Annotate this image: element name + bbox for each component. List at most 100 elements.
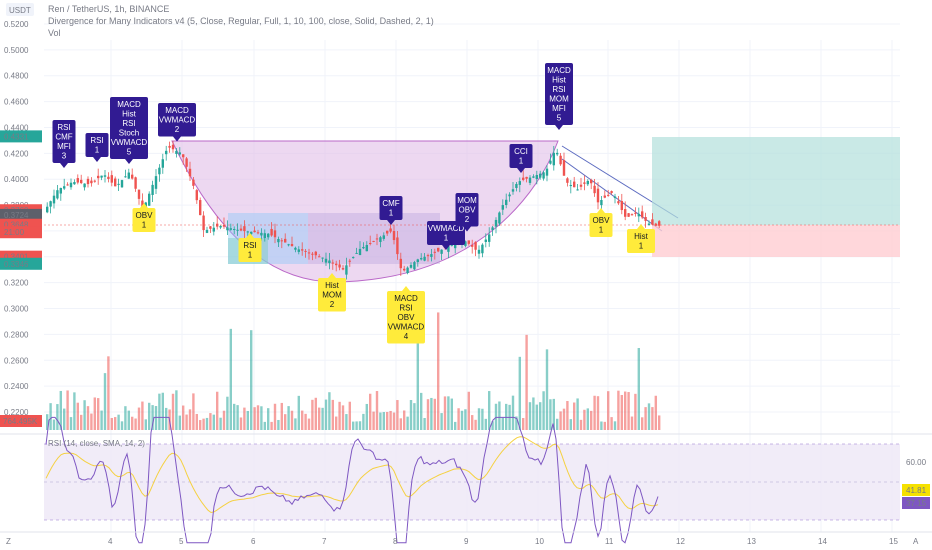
candle-body	[610, 191, 613, 193]
volume-bar	[273, 403, 277, 430]
volume-bar	[389, 410, 392, 430]
candle-body	[267, 233, 270, 238]
candle-body	[151, 184, 154, 195]
candle-body	[467, 240, 470, 244]
time-tick-label: 11	[605, 537, 614, 546]
divergence-label-bg	[589, 213, 613, 237]
price-label-bg	[0, 130, 42, 143]
divergence-label-bg	[85, 133, 109, 157]
candle-body	[335, 263, 338, 266]
volume-bar	[324, 399, 328, 430]
candle-body	[76, 178, 79, 183]
divergence-label-line: MACD	[394, 294, 418, 303]
candle-body	[270, 228, 273, 236]
candle-body	[314, 251, 317, 256]
volume-bar	[321, 407, 324, 430]
divergence-label-line: 1	[389, 209, 394, 218]
candle-body	[539, 173, 542, 178]
candle-body	[576, 189, 579, 191]
divergence-label-bg	[427, 221, 465, 245]
candle-body	[256, 232, 260, 234]
candle-body	[549, 160, 552, 164]
volume-title[interactable]: Vol	[48, 28, 61, 38]
divergence-label-line: Hist	[325, 281, 340, 290]
time-tick-label: 5	[179, 537, 184, 546]
time-tick-label: 6	[251, 537, 256, 546]
volume-bar	[471, 415, 474, 430]
candle-body	[426, 255, 430, 257]
candle-body	[182, 154, 185, 158]
volume-bar	[253, 407, 256, 430]
divergence-label-line: OBV	[593, 216, 611, 225]
candle-body	[369, 243, 372, 245]
price-axis-labels: 0.43310.37600.37240.36500.364821:000.340…	[0, 130, 42, 427]
indicator-title[interactable]: Divergence for Many Indicators v4 (5, Cl…	[48, 16, 434, 26]
time-tick-label: 15	[889, 537, 898, 546]
candle-body	[127, 172, 130, 179]
zoom-icon[interactable]: Z	[6, 537, 11, 546]
divergence-label-bg	[509, 144, 533, 168]
volume-bar	[97, 398, 100, 430]
candle-body	[114, 178, 117, 187]
volume-bar	[202, 418, 205, 430]
volume-bar	[379, 412, 382, 430]
divergence-label-bg	[318, 278, 346, 312]
price-tick-label: 0.2400	[4, 382, 29, 391]
candle-body	[205, 229, 209, 233]
divergence-label-pointer	[597, 208, 605, 213]
candle-body	[613, 196, 617, 199]
price-tick-label: 0.3000	[4, 305, 29, 314]
volume-bar	[331, 399, 334, 430]
rsi-value-label: 41.81	[902, 484, 930, 496]
volume-bar	[175, 390, 178, 430]
volume-bar	[539, 402, 542, 430]
rsi-axis[interactable]: 60.00 41.81 37.15	[902, 458, 930, 509]
price-tick-label: 0.4200	[4, 149, 29, 158]
rsi-legend[interactable]: RSI (14, close, SMA, 14, 2)	[48, 439, 145, 448]
price-tick-label: 0.4400	[4, 123, 29, 132]
volume-bar	[52, 419, 56, 430]
candle-body	[630, 214, 634, 216]
time-axis[interactable]: 4 5 6 7 8 9 10 11 12 13 14 15	[0, 531, 932, 546]
candle-body	[229, 228, 232, 230]
symbol-title[interactable]: Ren / TetherUS, 1h, BINANCE	[48, 4, 169, 14]
candle-body	[573, 181, 576, 188]
volume-bar	[624, 391, 627, 430]
candle-body	[484, 239, 487, 242]
auto-scale-icon[interactable]: A	[913, 537, 919, 546]
volume-bar	[250, 330, 253, 430]
candle-body	[49, 201, 52, 207]
volume-bar	[290, 410, 294, 430]
volume-bar	[382, 412, 385, 430]
candle-body	[566, 178, 569, 183]
volume-bar	[287, 406, 290, 430]
volume-bar	[328, 392, 331, 430]
candle-body	[141, 200, 144, 210]
volume-bar	[219, 417, 222, 430]
candle-body	[396, 237, 399, 255]
candle-body	[250, 231, 253, 235]
time-tick-label: 8	[393, 537, 398, 546]
volume-bar	[399, 418, 402, 430]
volume-bar	[212, 414, 215, 430]
candle-body	[260, 232, 263, 236]
candle-body	[239, 228, 243, 231]
volume-bar	[362, 413, 365, 430]
volume-bar	[528, 402, 532, 430]
candle-body	[195, 190, 198, 201]
divergence-label-line: MOM	[549, 95, 569, 104]
divergence-label-line: VWMACD	[388, 323, 425, 332]
volume-bar	[566, 401, 569, 430]
candle-body	[124, 176, 127, 178]
divergence-label-line: RSI	[552, 85, 565, 94]
rsi-pane	[0, 416, 932, 544]
volume-bar	[301, 410, 304, 430]
divergence-label-line: RSI	[90, 136, 103, 145]
divergence-label-pointer	[140, 203, 148, 208]
volume-axis-label: 764.495K	[0, 415, 42, 427]
divergence-label-line: VWMACD	[159, 116, 196, 125]
candle-body	[634, 212, 637, 214]
